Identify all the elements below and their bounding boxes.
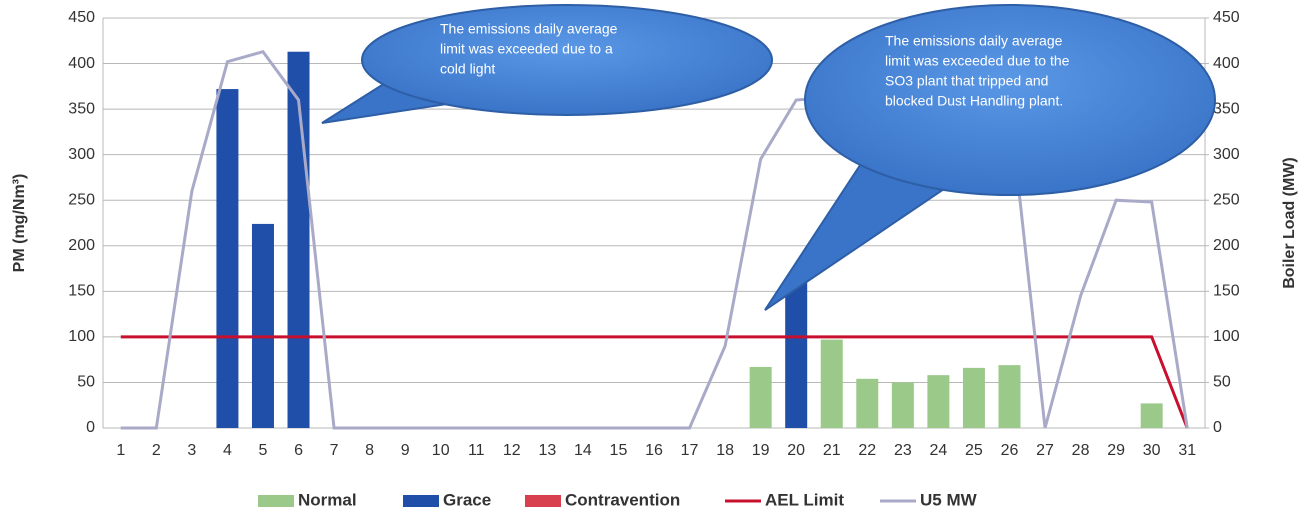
x-tick-label: 31 [1178, 442, 1196, 459]
bar [251, 223, 274, 428]
bar [820, 339, 843, 428]
y2-axis-label: Boiler Load (MW) [1281, 157, 1298, 289]
x-tick-label: 21 [823, 442, 841, 459]
x-tick-label: 3 [187, 442, 196, 459]
legend-swatch [258, 495, 294, 507]
annotation-text: blocked Dust Handling plant. [885, 93, 1063, 109]
y-tick-label: 350 [68, 100, 95, 117]
annotation-text: The emissions daily average [885, 33, 1063, 49]
x-tick-label: 11 [468, 442, 485, 459]
x-tick-label: 18 [716, 442, 734, 459]
x-tick-label: 10 [432, 442, 450, 459]
legend: Normal Grace Contravention AEL Limit U5 MW [258, 490, 978, 509]
x-tick-label: 19 [752, 442, 770, 459]
legend-label: Grace [443, 490, 491, 509]
y2-tick-label: 400 [1213, 55, 1240, 72]
y2-tick-label: 50 [1213, 374, 1231, 391]
y2-tick-label: 350 [1213, 100, 1240, 117]
annotation-text: The emissions daily average [440, 21, 618, 37]
plot-area: 0 50 100 150 200 250 300 350 400 450 0 50 100 150 200 2… [68, 9, 1240, 459]
legend-swatch [525, 495, 561, 507]
y2-tick-label: 0 [1213, 419, 1222, 436]
x-tick-label: 2 [152, 442, 161, 459]
legend-label: Contravention [565, 490, 680, 509]
callout-bubble [361, 4, 773, 116]
legend-label: U5 MW [920, 490, 978, 509]
y2-tick-label: 300 [1213, 146, 1240, 163]
x-tick-label: 20 [787, 442, 805, 459]
bar [785, 277, 808, 428]
y-tick-label: 100 [68, 328, 95, 345]
y-tick-label: 0 [86, 419, 95, 436]
x-tick-label: 28 [1072, 442, 1090, 459]
bar [749, 366, 772, 428]
annotation-text: SO3 plant that tripped and [885, 73, 1048, 89]
x-tick-label: 24 [929, 442, 947, 459]
bar [998, 365, 1021, 428]
x-tick-label: 13 [538, 442, 556, 459]
y-tick-label: 150 [68, 283, 95, 300]
x-tick-label: 4 [223, 442, 232, 459]
x-tick-label: 23 [894, 442, 912, 459]
y2-tick-label: 200 [1213, 237, 1240, 254]
annotations: The emissions daily average limit was exc… [440, 21, 1070, 109]
annotation-text: limit was exceeded due to a [440, 41, 613, 57]
annotation-text: cold light [440, 61, 495, 77]
x-tick-label: 5 [259, 442, 268, 459]
callout [321, 4, 773, 124]
legend-swatch [403, 495, 439, 507]
y-axis-label: PM (mg/Nm³) [11, 174, 28, 273]
x-tick-label: 15 [610, 442, 628, 459]
y2-tick-label: 100 [1213, 328, 1240, 345]
legend-label: Normal [298, 490, 357, 509]
annotation-text: limit was exceeded due to the [885, 53, 1070, 69]
x-tick-label: 6 [294, 442, 303, 459]
y-tick-label: 250 [68, 191, 95, 208]
x-tick-label: 12 [503, 442, 521, 459]
x-tick-label: 1 [116, 442, 125, 459]
y-tick-label: 300 [68, 146, 95, 163]
callout-bubble [804, 4, 1216, 196]
y2-tick-label: 250 [1213, 191, 1240, 208]
callout [764, 4, 1216, 311]
x-tick-label: 27 [1036, 442, 1054, 459]
y2-tick-label: 150 [1213, 283, 1240, 300]
x-tick-label: 25 [965, 442, 983, 459]
bar [927, 375, 950, 428]
y-tick-label: 50 [77, 374, 95, 391]
legend-label: AEL Limit [765, 490, 844, 509]
x-tick-label: 7 [330, 442, 339, 459]
x-tick-label: 26 [1001, 442, 1019, 459]
bar [1140, 403, 1163, 428]
x-tick-label: 17 [681, 442, 699, 459]
y-tick-label: 400 [68, 55, 95, 72]
x-tick-label: 14 [574, 442, 592, 459]
x-tick-label: 9 [401, 442, 410, 459]
x-tick-label: 22 [858, 442, 876, 459]
bar [891, 382, 914, 428]
x-tick-label: 16 [645, 442, 663, 459]
x-tick-label: 8 [365, 442, 374, 459]
x-tick-label: 29 [1107, 442, 1125, 459]
line [120, 335, 1189, 429]
bar [856, 378, 879, 428]
bar [216, 89, 239, 429]
y-tick-label: 200 [68, 237, 95, 254]
y2-tick-label: 450 [1213, 9, 1240, 26]
bar [962, 367, 985, 428]
y-tick-label: 450 [68, 9, 95, 26]
x-tick-label: 30 [1143, 442, 1161, 459]
